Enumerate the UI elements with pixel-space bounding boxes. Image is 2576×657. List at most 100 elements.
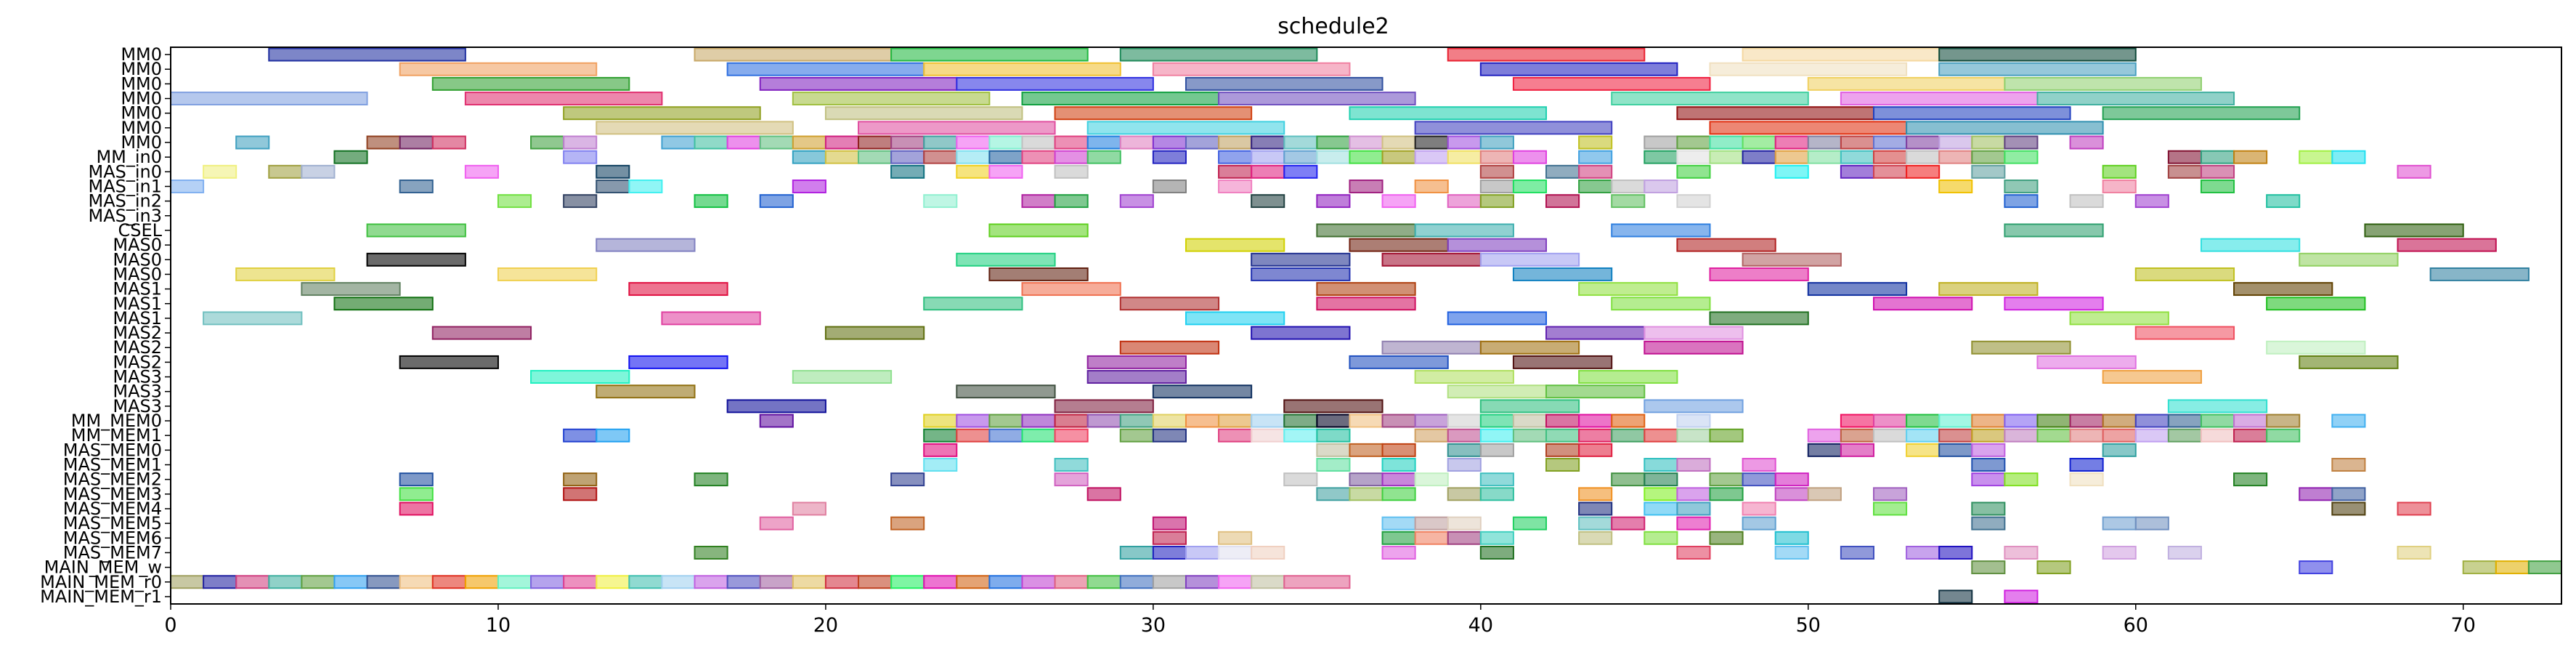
task-bar xyxy=(1152,180,1187,193)
task-bar xyxy=(1807,150,1842,164)
task-bar xyxy=(1054,458,1089,472)
task-bar xyxy=(1938,135,1973,150)
task-bar xyxy=(956,150,991,164)
task-bar xyxy=(1447,414,1482,428)
task-bar xyxy=(2069,135,2104,150)
task-bar xyxy=(1316,150,1351,164)
task-bar xyxy=(988,164,1023,179)
task-bar xyxy=(923,150,958,164)
task-bar xyxy=(1676,238,1776,252)
task-bar xyxy=(203,575,237,589)
y-tick-label: MM_MEM0 xyxy=(71,411,162,431)
task-bar xyxy=(1971,458,2006,472)
task-bar xyxy=(1774,545,1809,560)
task-bar xyxy=(1349,443,1384,457)
task-bar xyxy=(1283,135,1318,150)
task-bar xyxy=(1021,282,1121,297)
y-tick-label: MAS_in3 xyxy=(88,206,162,226)
task-bar xyxy=(890,516,925,531)
y-tick-label: MM0 xyxy=(121,89,162,109)
task-bar xyxy=(1054,164,1089,179)
task-bar xyxy=(2102,545,2137,560)
task-bar xyxy=(1119,545,1154,560)
task-bar xyxy=(2266,428,2301,443)
task-bar xyxy=(1447,194,1482,209)
task-bar xyxy=(1774,531,1809,545)
task-bar xyxy=(1512,516,1548,531)
task-bar xyxy=(1218,150,1253,164)
task-bar xyxy=(2200,164,2235,179)
task-bar xyxy=(2036,414,2071,428)
y-tick-label: MAS2 xyxy=(113,323,162,343)
task-bar xyxy=(1479,194,1514,209)
task-bar xyxy=(1086,150,1121,164)
task-bar xyxy=(1742,150,1776,164)
task-bar xyxy=(464,164,499,179)
task-bar xyxy=(1676,414,1711,428)
task-bar xyxy=(759,194,794,209)
task-bar xyxy=(2233,428,2268,443)
task-bar xyxy=(2299,150,2333,164)
y-tick-label: MAS_in2 xyxy=(88,191,162,211)
task-bar xyxy=(1283,414,1318,428)
task-bar xyxy=(399,472,434,487)
task-bar xyxy=(1709,267,1809,281)
y-tick-label: MAS0 xyxy=(113,264,162,284)
task-bar xyxy=(1971,135,2006,150)
task-bar xyxy=(1774,472,1809,487)
task-bar xyxy=(1479,180,1514,193)
task-bar xyxy=(1251,428,1285,443)
task-bar xyxy=(759,575,794,589)
task-bar xyxy=(1578,531,1613,545)
task-bar xyxy=(1479,399,1580,414)
task-bar xyxy=(2004,76,2202,91)
task-bar xyxy=(2036,428,2071,443)
task-bar xyxy=(1447,487,1482,501)
task-bar xyxy=(1872,414,1908,428)
task-bar xyxy=(1086,135,1121,150)
task-bar xyxy=(1840,545,1874,560)
task-bar xyxy=(1578,135,1613,150)
task-bar xyxy=(1152,575,1187,589)
y-tick-label: MAS1 xyxy=(113,308,162,328)
task-bar xyxy=(1152,531,1187,545)
task-bar xyxy=(1479,443,1514,457)
task-bar xyxy=(956,428,991,443)
task-bar xyxy=(759,414,794,428)
task-bar xyxy=(1054,135,1089,150)
task-bar xyxy=(1840,443,1874,457)
task-bar xyxy=(792,135,826,150)
task-bar xyxy=(1381,150,1416,164)
task-bar xyxy=(2004,472,2039,487)
task-bar xyxy=(628,282,728,297)
task-bar xyxy=(1709,150,1744,164)
y-tick-label: MAS3 xyxy=(113,367,162,387)
task-bar xyxy=(170,92,368,106)
task-bar xyxy=(890,135,925,150)
task-bar xyxy=(1742,501,1776,516)
task-bar xyxy=(2004,428,2039,443)
task-bar xyxy=(1381,135,1416,150)
task-bar xyxy=(333,297,434,311)
task-bar xyxy=(1054,399,1154,414)
task-bar xyxy=(596,384,696,399)
task-bar xyxy=(956,575,991,589)
task-bar xyxy=(1512,76,1711,91)
task-bar xyxy=(399,62,598,76)
bars-layer xyxy=(170,47,2562,604)
task-bar xyxy=(1578,501,1613,516)
task-bar xyxy=(1185,311,1285,326)
task-bar xyxy=(1316,458,1351,472)
task-bar xyxy=(1971,428,2006,443)
task-bar xyxy=(1840,164,1874,179)
task-bar xyxy=(399,355,499,369)
task-bar xyxy=(1021,414,1056,428)
task-bar xyxy=(2527,560,2562,575)
task-bar xyxy=(2200,428,2235,443)
task-bar xyxy=(1578,414,1613,428)
y-tick-label: MAIN_MEM_w xyxy=(44,557,162,578)
task-bar xyxy=(1709,62,1908,76)
task-bar xyxy=(1578,443,1613,457)
task-bar xyxy=(1218,414,1253,428)
task-bar xyxy=(1119,194,1154,209)
